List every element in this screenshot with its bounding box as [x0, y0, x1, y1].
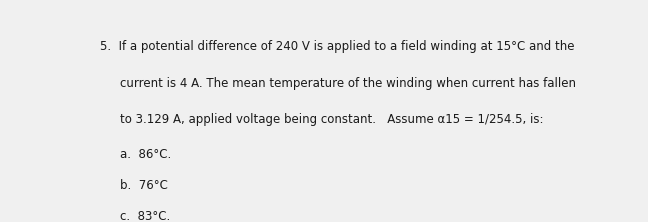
Text: a.  86°C.: a. 86°C.	[120, 148, 171, 161]
Text: b.  76°C: b. 76°C	[120, 179, 168, 192]
Text: c.  83°C.: c. 83°C.	[120, 210, 170, 222]
Text: to 3.129 A, applied voltage being constant.   Assume α15 = 1/254.5, is:: to 3.129 A, applied voltage being consta…	[120, 113, 544, 126]
Text: current is 4 A. The mean temperature of the winding when current has fallen: current is 4 A. The mean temperature of …	[120, 77, 576, 90]
Text: 5.  If a potential difference of 240 V is applied to a field winding at 15°C and: 5. If a potential difference of 240 V is…	[100, 40, 575, 53]
